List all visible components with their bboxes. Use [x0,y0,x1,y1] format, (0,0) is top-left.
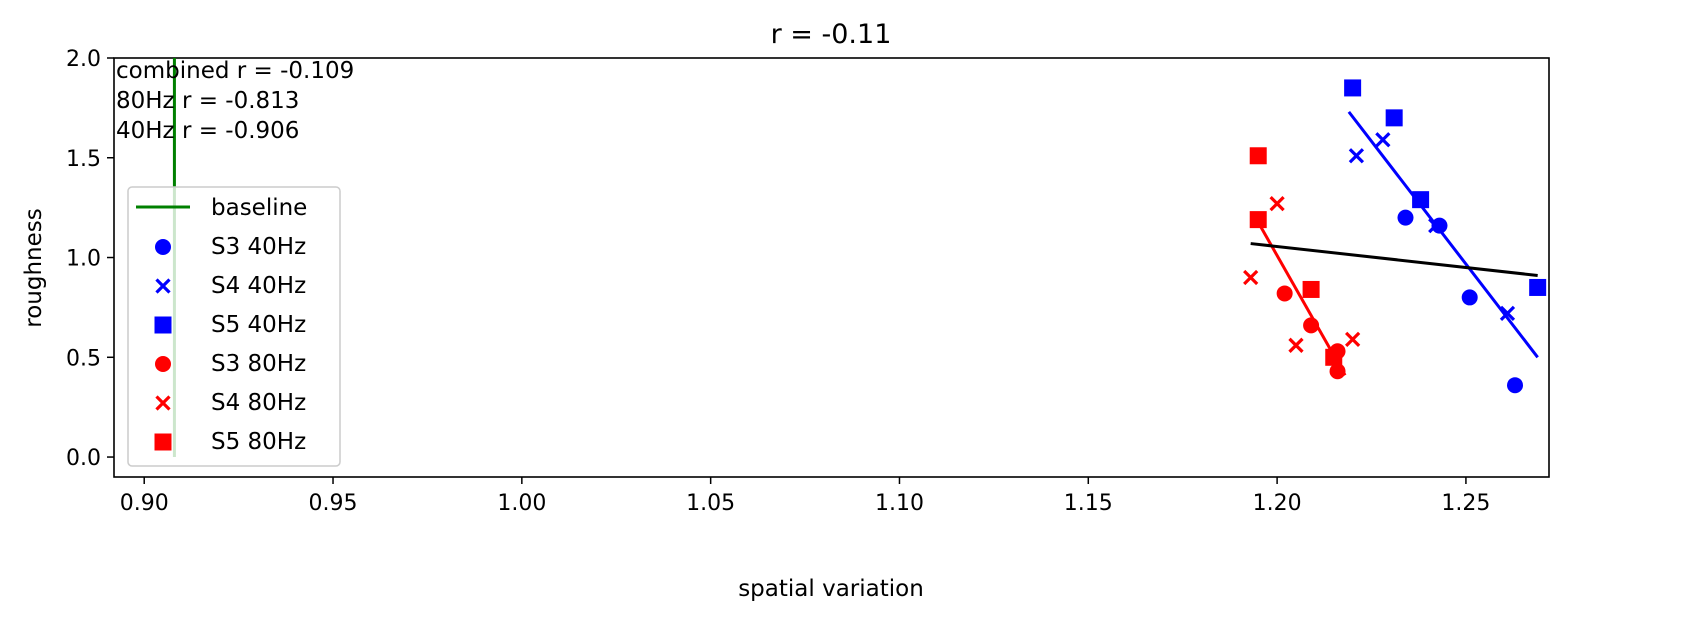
y-tick-label: 1.0 [66,247,101,272]
legend-marker [155,278,171,294]
legend-marker [155,395,171,411]
fit-line [1253,214,1347,376]
data-point [1325,348,1343,366]
legend-label: S3 40Hz [211,234,306,260]
legend-box [127,186,341,467]
data-point [1243,269,1259,286]
x-tick-label: 0.95 [309,491,358,516]
x-tick-label: 1.10 [875,491,924,516]
data-point [1397,209,1414,226]
x-tick-label: 1.15 [1064,491,1113,516]
x-tick-label: 1.05 [686,491,735,516]
data-point [1499,305,1516,322]
data-point [1276,285,1293,302]
correlation-annotation: combined r = -0.109 [116,58,354,84]
data-point [1249,147,1267,165]
x-tick-label: 0.90 [120,491,169,516]
data-point [1302,280,1320,298]
y-tick-label: 1.5 [66,147,101,172]
data-point [1269,196,1285,212]
legend-label: S5 80Hz [211,429,306,455]
legend-marker [154,433,172,451]
y-axis-label: roughness [21,208,47,327]
data-point [1344,79,1362,97]
data-point [1385,109,1403,127]
legend-label: S4 40Hz [211,273,306,299]
legend-marker [154,316,172,334]
x-tick-label: 1.00 [497,491,546,516]
legend-label: S4 80Hz [211,390,306,416]
data-point [1375,132,1391,148]
fit-line [1250,242,1538,277]
legend-label: S3 80Hz [211,351,306,377]
fit-line [1347,110,1539,359]
x-tick-label: 1.25 [1441,491,1490,516]
data-point [1249,211,1267,229]
data-point [1348,148,1365,164]
axes-frame [113,57,1550,478]
correlation-annotation: 40Hz r = -0.906 [116,118,299,144]
legend: baseline S3 40Hz S4 40Hz S5 40Hz S3 80Hz S4 8… [127,186,341,467]
data-point [1303,317,1320,334]
y-tick-label: 0.5 [66,346,101,371]
data-point [1431,217,1448,234]
legend-marker [155,239,171,255]
y-tick-label: 2.0 [66,47,101,72]
data-point [1461,289,1478,306]
x-axis-label: spatial variation [738,576,924,602]
data-point [1288,337,1304,353]
data-point [1428,217,1444,234]
data-point [1344,331,1361,347]
chart-title: r = -0.11 [771,19,892,50]
data-point [1412,191,1430,209]
legend-label: baseline [211,195,307,221]
correlation-annotation: 80Hz r = -0.813 [116,88,299,114]
legend-marker [155,356,171,372]
plot-area: 0.90 0.95 1.00 1.05 1.10 1.15 1.20 1.25 0.0 0.5 1.… [66,47,1550,516]
y-tick-label: 0.0 [66,446,101,471]
x-tick-label: 1.20 [1253,491,1302,516]
data-point [1507,377,1524,394]
data-point [1529,278,1547,296]
legend-label: S5 40Hz [211,312,306,338]
data-point [1329,363,1346,380]
